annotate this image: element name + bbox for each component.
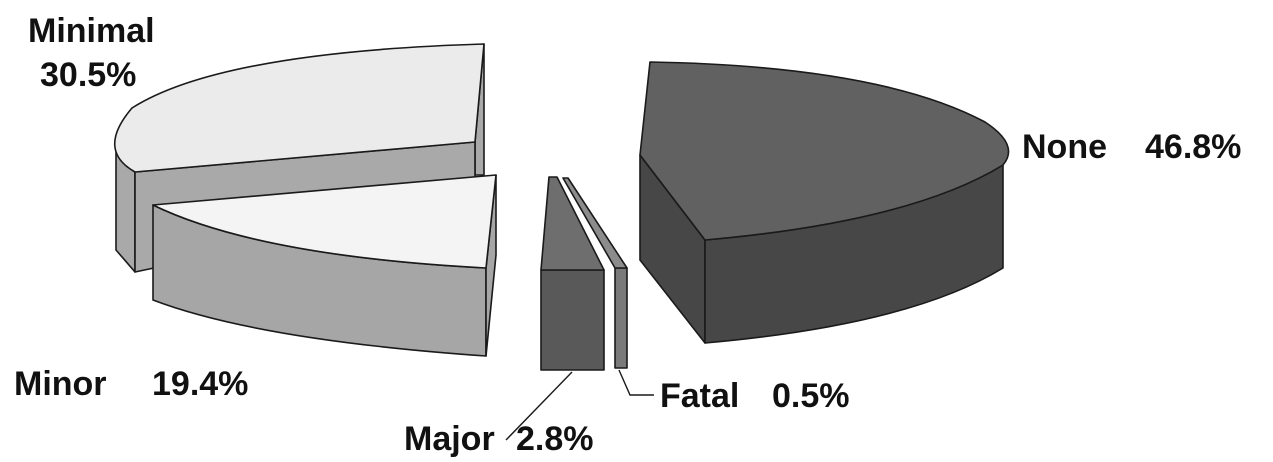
leader-line-major <box>505 371 573 441</box>
label-fatal-value: 0.5% <box>772 377 850 415</box>
slice-none-top <box>639 61 1010 241</box>
label-major-name: Major <box>404 420 495 458</box>
slice-none <box>639 61 1010 344</box>
slice-minor-top <box>152 174 497 269</box>
slice-major <box>540 176 605 371</box>
label-minimal-name: Minimal <box>28 12 155 50</box>
label-minor-value: 19.4% <box>152 365 248 403</box>
label-none-name: None <box>1022 128 1107 166</box>
slice-major-top <box>540 176 605 271</box>
label-minimal-value: 30.5% <box>40 56 136 94</box>
slice-fatal <box>562 177 628 369</box>
slice-fatal-side <box>614 267 628 369</box>
slice-minimal-top <box>113 43 485 173</box>
label-minor-name: Minor <box>14 365 107 403</box>
label-none-value: 46.8% <box>1145 128 1241 166</box>
label-major-value: 2.8% <box>516 420 594 458</box>
slice-major-side <box>540 269 605 371</box>
slice-fatal-top <box>562 177 628 269</box>
leader-line-fatal <box>618 369 654 396</box>
slice-minor <box>152 174 497 357</box>
label-fatal-name: Fatal <box>660 377 739 415</box>
